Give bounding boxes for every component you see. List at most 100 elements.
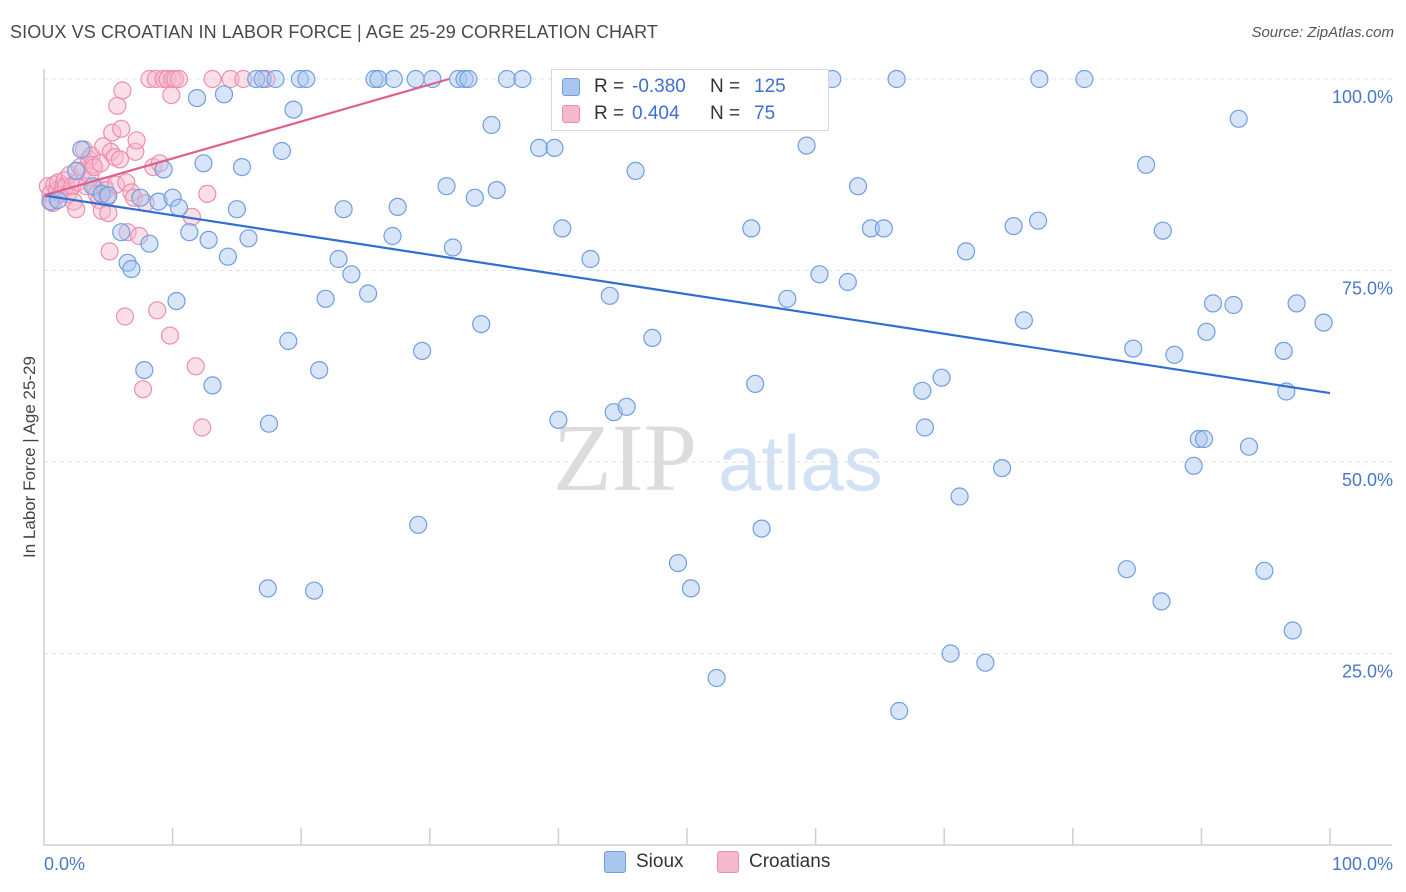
sioux-point bbox=[187, 88, 207, 108]
sioux-point bbox=[409, 515, 428, 534]
sioux-point bbox=[643, 328, 662, 347]
sioux-point bbox=[976, 653, 995, 672]
sioux-point bbox=[305, 581, 324, 600]
sioux-point bbox=[465, 188, 484, 207]
sioux-point bbox=[72, 140, 91, 159]
croatian-point bbox=[115, 307, 135, 326]
sioux-point bbox=[99, 186, 118, 205]
sioux-point bbox=[365, 69, 384, 89]
sioux-point bbox=[797, 136, 816, 155]
sioux-point bbox=[1075, 69, 1094, 89]
legend-row-croatians: R = 0.404 N = 75 bbox=[562, 101, 775, 127]
sioux-point bbox=[272, 141, 291, 161]
series-swatch-croatians bbox=[717, 851, 739, 873]
legend-r-value-croatians: 0.404 bbox=[632, 103, 680, 124]
sioux-point bbox=[1274, 341, 1293, 360]
series-legend-croatians[interactable]: Croatians bbox=[717, 851, 830, 873]
sioux-point bbox=[626, 161, 645, 180]
sioux-point bbox=[874, 219, 893, 238]
croatian-points bbox=[38, 69, 276, 437]
sioux-point bbox=[668, 553, 688, 573]
sioux-point bbox=[1153, 221, 1172, 240]
croatian-point bbox=[186, 357, 205, 376]
sioux-point bbox=[227, 200, 246, 219]
legend-n-label: N = bbox=[710, 76, 741, 97]
sioux-point bbox=[778, 289, 797, 308]
sioux-point bbox=[203, 376, 222, 395]
sioux-point bbox=[384, 69, 403, 89]
legend-r-label: R = bbox=[594, 103, 625, 124]
sioux-point bbox=[487, 181, 506, 200]
sioux-point bbox=[861, 219, 881, 238]
sioux-point bbox=[513, 69, 532, 89]
gridlines bbox=[44, 78, 1392, 654]
sioux-point bbox=[681, 579, 701, 598]
legend-swatch-croatians bbox=[562, 105, 580, 123]
sioux-point bbox=[388, 197, 407, 216]
croatian-point bbox=[117, 173, 136, 192]
sioux-point bbox=[1255, 561, 1274, 580]
sioux-point bbox=[913, 381, 932, 400]
legend-swatch-sioux bbox=[562, 78, 580, 96]
sioux-points bbox=[41, 69, 1333, 721]
y-tick-label: 100.0% bbox=[1332, 87, 1393, 107]
croatian-point bbox=[133, 380, 153, 399]
sioux-point bbox=[1283, 621, 1302, 640]
sioux-point bbox=[1124, 339, 1143, 358]
sioux-point bbox=[848, 177, 868, 196]
sioux-point bbox=[950, 487, 969, 506]
sioux-point bbox=[1287, 294, 1306, 313]
sioux-point bbox=[149, 192, 168, 211]
sioux-point bbox=[455, 69, 474, 89]
sioux-point bbox=[218, 247, 237, 266]
sioux-point bbox=[383, 226, 402, 246]
series-swatch-sioux bbox=[604, 851, 626, 873]
croatian-point bbox=[162, 85, 181, 105]
sioux-point bbox=[1203, 294, 1223, 313]
series-legend-sioux[interactable]: Sioux bbox=[604, 851, 684, 873]
sioux-point bbox=[915, 418, 935, 437]
sioux-point bbox=[334, 200, 353, 219]
y-tick-label: 25.0% bbox=[1342, 662, 1393, 682]
sioux-point bbox=[472, 315, 491, 334]
sioux-point bbox=[941, 644, 960, 663]
sioux-point bbox=[581, 249, 600, 269]
sioux-point bbox=[1014, 311, 1034, 330]
croatian-point bbox=[67, 200, 86, 219]
x-tick-label-min: 0.0% bbox=[44, 854, 85, 874]
sioux-point bbox=[1197, 322, 1216, 341]
sioux-point bbox=[1189, 429, 1208, 449]
x-tick-label-max: 100.0% bbox=[1332, 854, 1393, 874]
sioux-point bbox=[290, 69, 309, 89]
sioux-point bbox=[1184, 456, 1203, 475]
croatian-point bbox=[198, 184, 217, 203]
sioux-point bbox=[194, 154, 213, 173]
sioux-point bbox=[140, 234, 159, 253]
legend-n-label: N = bbox=[710, 103, 741, 124]
sioux-point bbox=[887, 69, 906, 89]
sioux-point bbox=[131, 188, 150, 207]
sioux-point bbox=[810, 265, 829, 284]
sioux-point bbox=[529, 138, 549, 157]
croatian-point bbox=[221, 69, 240, 89]
sioux-point bbox=[1117, 560, 1136, 579]
sioux-point bbox=[1194, 429, 1214, 449]
legend-row-sioux: R = -0.380 N = 125 bbox=[562, 74, 786, 100]
sioux-point bbox=[1224, 295, 1243, 315]
series-label-sioux: Sioux bbox=[636, 851, 684, 872]
sioux-point bbox=[617, 397, 636, 416]
sioux-point bbox=[342, 265, 361, 284]
sioux-point bbox=[199, 230, 218, 249]
sioux-point bbox=[1030, 69, 1049, 89]
sioux-point bbox=[1004, 217, 1023, 236]
sioux-point bbox=[482, 115, 501, 135]
sioux-point bbox=[742, 219, 761, 238]
chart-title: SIOUX VS CROATIAN IN LABOR FORCE | AGE 2… bbox=[10, 22, 659, 42]
croatian-point bbox=[100, 242, 119, 261]
y-axis-label: In Labor Force | Age 25-29 bbox=[20, 356, 39, 558]
croatian-point bbox=[113, 81, 132, 100]
sioux-trendline bbox=[43, 194, 1331, 395]
watermark-zip: ZIP bbox=[553, 404, 697, 511]
sioux-point bbox=[1229, 109, 1248, 128]
